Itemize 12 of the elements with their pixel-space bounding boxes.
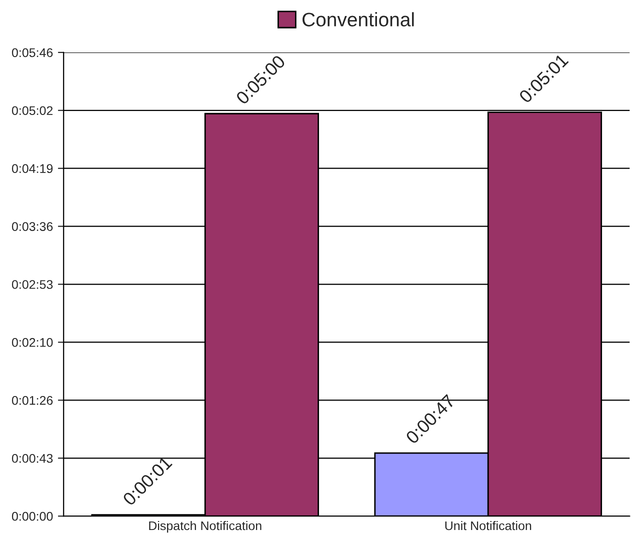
legend-label: Conventional: [302, 12, 414, 26]
x-tick-label: Dispatch Notification: [149, 520, 262, 533]
y-tick-label: 0:05:46: [12, 48, 53, 58]
x-tick-label: Unit Notification: [445, 520, 532, 530]
y-tick-label: 0:01:26: [12, 396, 53, 405]
y-tick-label: 0:00:43: [12, 454, 53, 463]
y-tick-label: 0:05:02: [12, 106, 53, 116]
y-tick-label: 0:04:19: [12, 164, 53, 174]
y-tick-label: 0:00:00: [12, 512, 53, 521]
y-tick-label: 0:03:36: [12, 222, 53, 231]
y-tick-label: 0:02:10: [12, 338, 53, 347]
y-tick-label: 0:02:53: [12, 280, 53, 289]
